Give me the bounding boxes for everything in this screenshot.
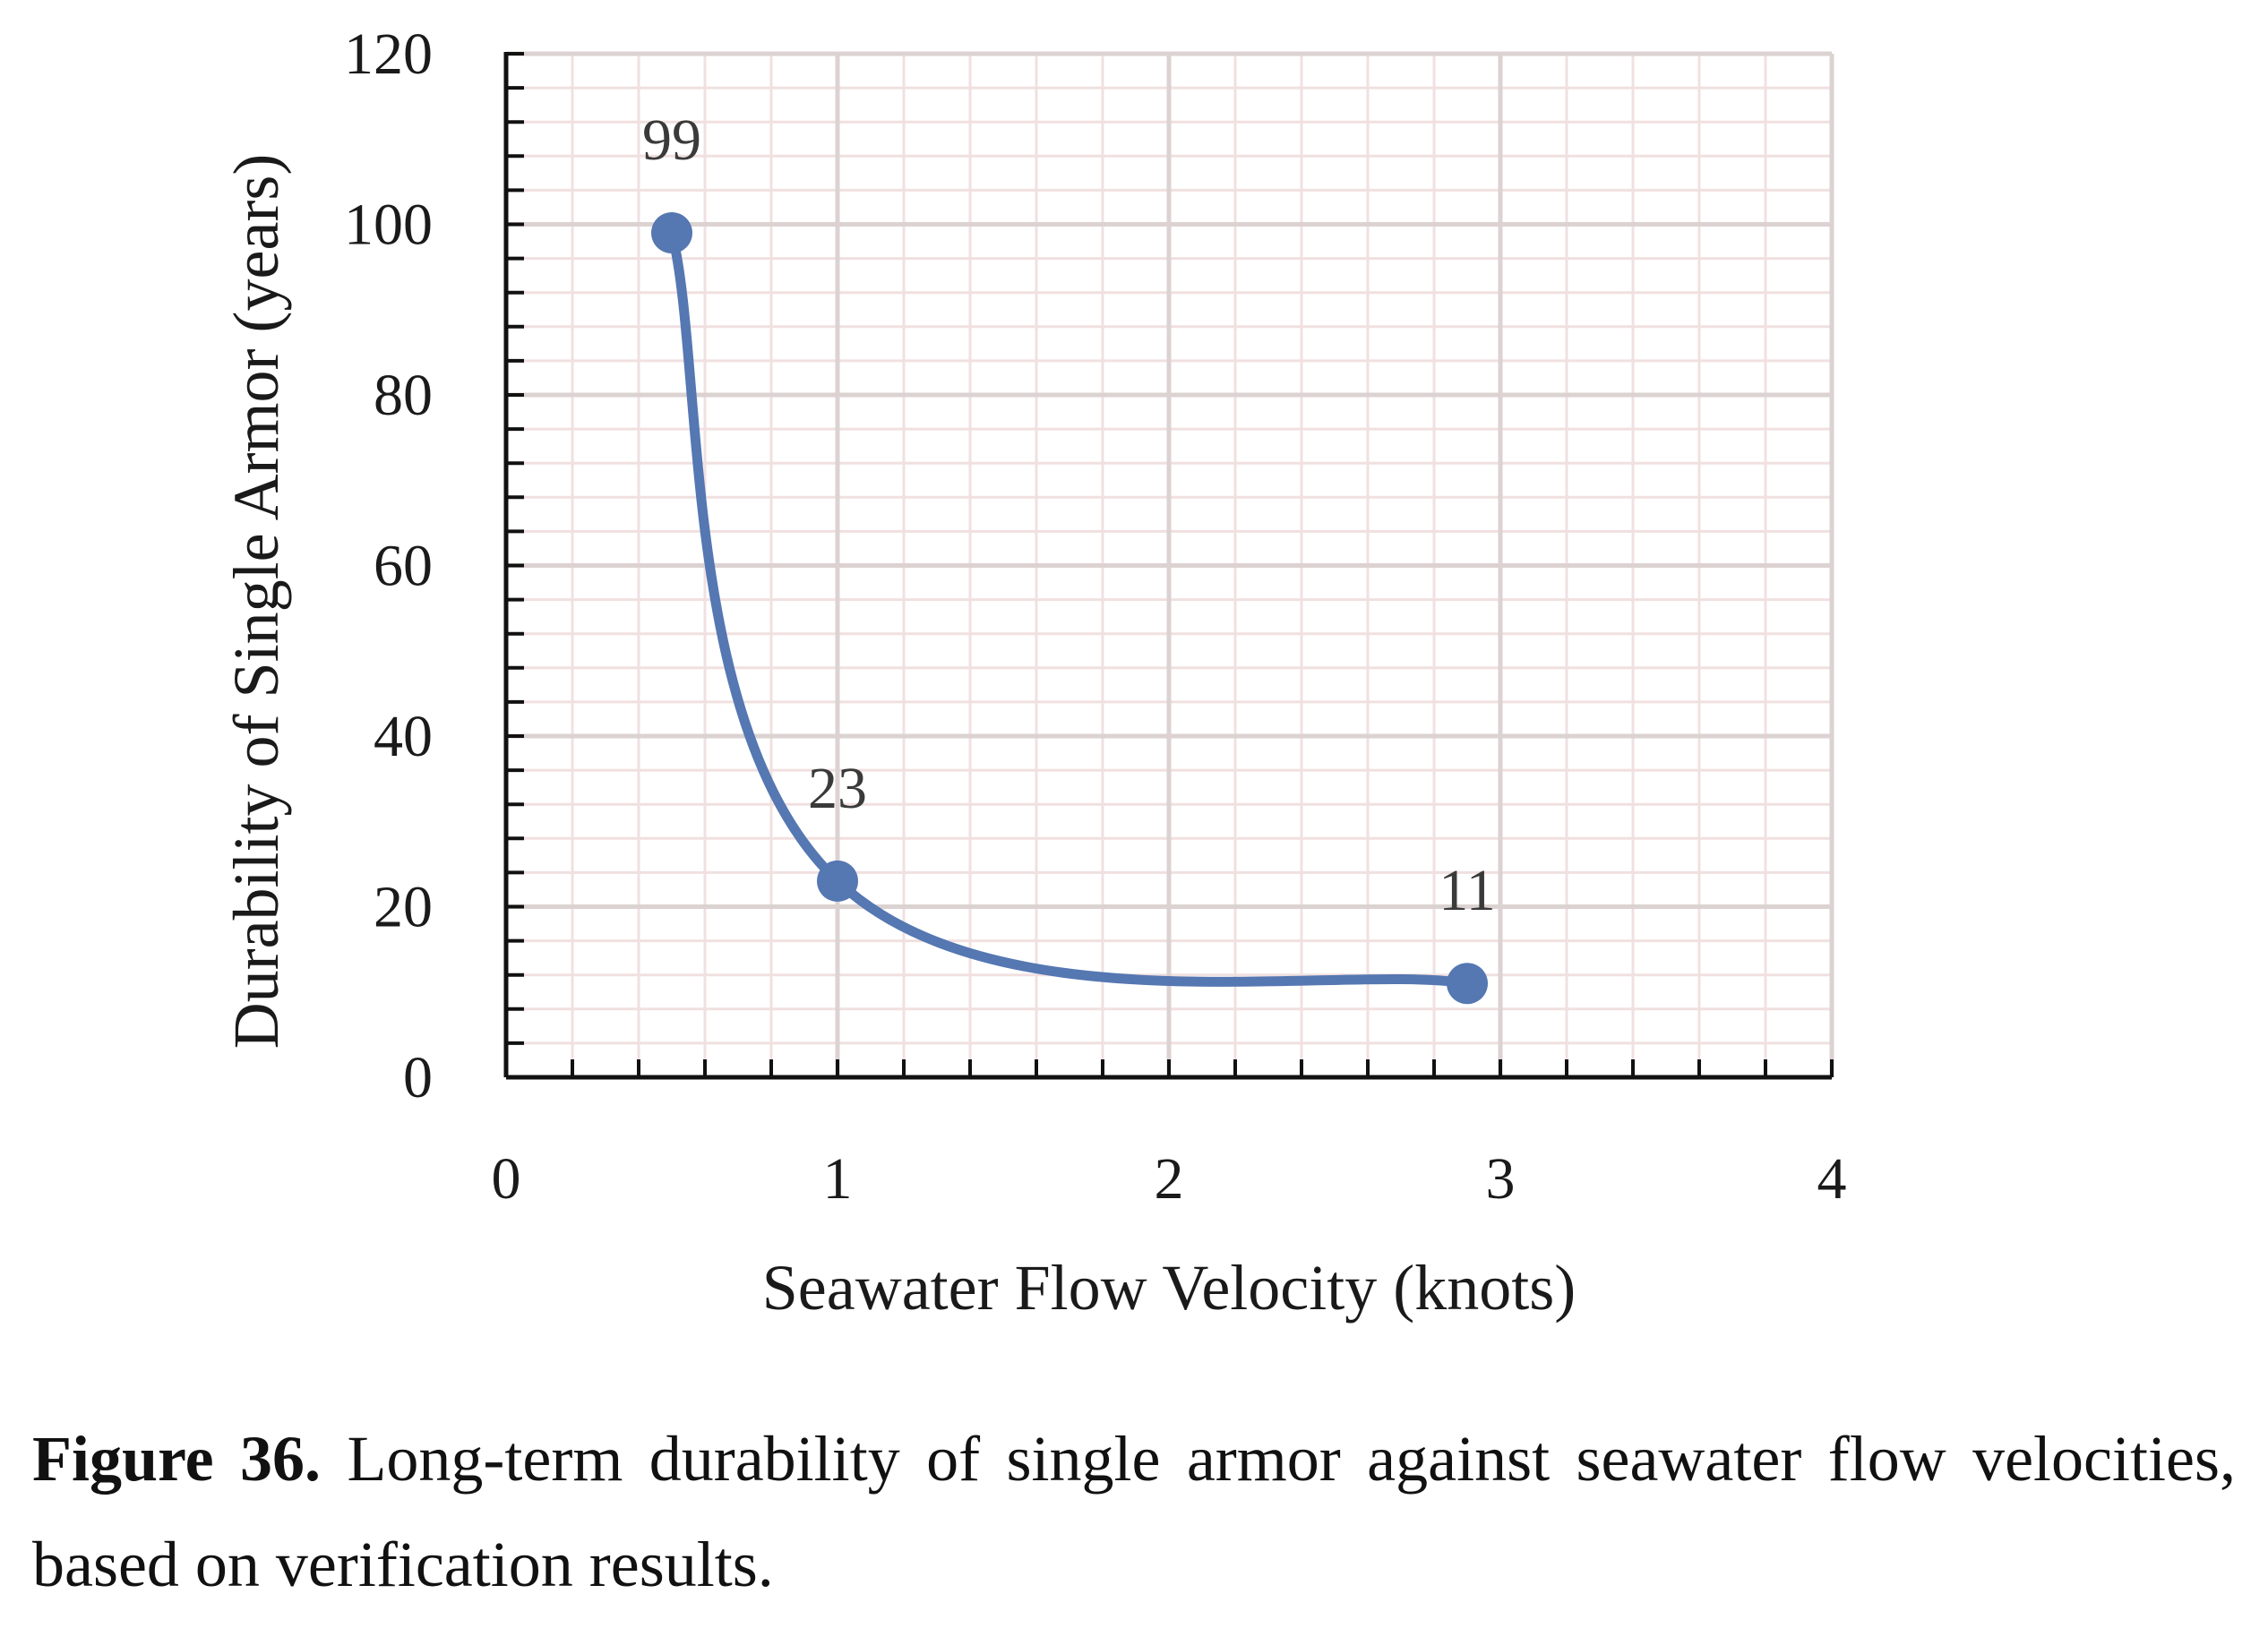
major-gridlines bbox=[506, 51, 1834, 1077]
figure-caption: Figure 36. Long-term durability of singl… bbox=[32, 1406, 2236, 1617]
data-label: 11 bbox=[1439, 858, 1496, 923]
y-tick-label: 60 bbox=[374, 534, 433, 599]
y-tick-label: 40 bbox=[374, 704, 433, 769]
y-axis-tick-labels: 0 20 40 60 80 100 120 bbox=[344, 21, 433, 1110]
x-axis-tick-labels: 0 1 2 3 4 bbox=[492, 1146, 1847, 1212]
y-tick-label: 80 bbox=[374, 363, 433, 428]
figure-label: Figure 36. bbox=[32, 1423, 322, 1495]
series-line bbox=[666, 227, 1473, 989]
y-tick-label: 0 bbox=[403, 1045, 433, 1110]
x-tick-label: 3 bbox=[1486, 1146, 1516, 1212]
x-tick-label: 4 bbox=[1817, 1146, 1847, 1212]
caption-text: Long-term durability of single armor aga… bbox=[32, 1423, 2237, 1600]
data-label: 99 bbox=[642, 107, 701, 173]
data-point bbox=[651, 212, 692, 254]
axes bbox=[503, 52, 1834, 1080]
data-series: 99 23 11 bbox=[642, 107, 1496, 1005]
y-tick-label: 100 bbox=[344, 193, 433, 258]
data-label: 23 bbox=[808, 756, 867, 821]
x-axis-title: Seawater Flow Velocity (knots) bbox=[762, 1252, 1576, 1324]
y-axis-title: Durability of Single Armor (years) bbox=[220, 154, 292, 1050]
x-tick-label: 0 bbox=[492, 1146, 521, 1212]
y-tick-label: 120 bbox=[344, 21, 433, 87]
data-point bbox=[1447, 963, 1488, 1005]
data-point bbox=[817, 860, 858, 902]
x-tick-label: 1 bbox=[823, 1146, 853, 1212]
y-tick-label: 20 bbox=[374, 875, 433, 940]
x-tick-label: 2 bbox=[1155, 1146, 1184, 1212]
